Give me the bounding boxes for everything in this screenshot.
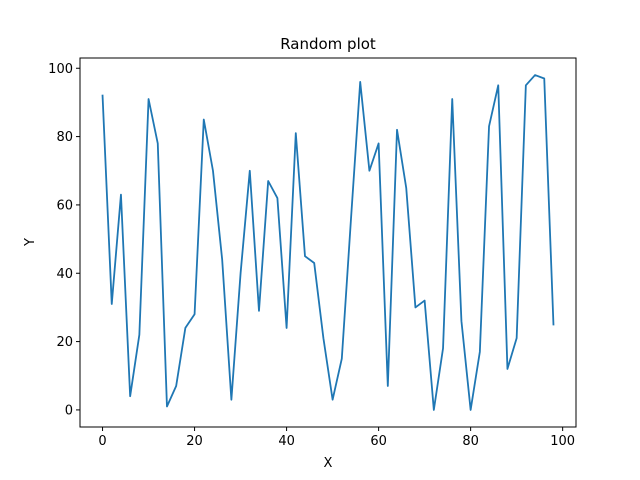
y-tick-label: 60 [56,198,73,213]
x-axis-label: X [324,456,333,471]
plot-frame [79,57,577,428]
plot-area [101,74,555,411]
y-axis-label: Y [23,238,38,247]
y-tick-label: 100 [48,62,73,77]
x-tick-label: 0 [98,434,106,449]
x-tick-label: 80 [462,434,479,449]
x-tick-label: 100 [550,434,575,449]
x-tick-label: 20 [186,434,203,449]
x-tick-label: 40 [278,434,295,449]
y-tick-label: 40 [56,267,73,282]
y-axis: 0 20 40 60 80 100 [48,62,80,418]
y-tick-label: 0 [65,403,73,418]
y-tick-label: 20 [56,335,73,350]
chart-title: Random plot [280,35,376,53]
y-tick-label: 80 [56,130,73,145]
x-tick-label: 60 [370,434,387,449]
x-axis: 0 20 40 60 80 100 [98,427,575,449]
series-line [101,74,555,411]
